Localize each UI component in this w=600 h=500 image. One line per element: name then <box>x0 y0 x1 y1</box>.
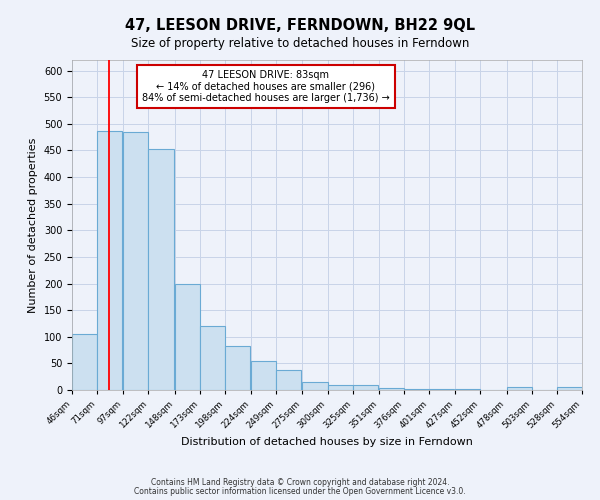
Bar <box>97 131 122 390</box>
Bar <box>328 384 353 390</box>
Bar <box>200 326 225 390</box>
Bar <box>379 388 404 390</box>
Y-axis label: Number of detached properties: Number of detached properties <box>28 138 38 312</box>
Bar <box>557 387 582 390</box>
Text: 47 LEESON DRIVE: 83sqm
← 14% of detached houses are smaller (296)
84% of semi-de: 47 LEESON DRIVE: 83sqm ← 14% of detached… <box>142 70 389 103</box>
Bar <box>148 150 173 390</box>
Bar <box>124 132 148 390</box>
Text: Size of property relative to detached houses in Ferndown: Size of property relative to detached ho… <box>131 38 469 51</box>
Text: 47, LEESON DRIVE, FERNDOWN, BH22 9QL: 47, LEESON DRIVE, FERNDOWN, BH22 9QL <box>125 18 475 32</box>
Text: Contains HM Land Registry data © Crown copyright and database right 2024.: Contains HM Land Registry data © Crown c… <box>151 478 449 487</box>
Text: Contains public sector information licensed under the Open Government Licence v3: Contains public sector information licen… <box>134 487 466 496</box>
Bar <box>276 370 301 390</box>
Bar <box>225 346 250 390</box>
Bar <box>175 284 200 390</box>
Bar <box>72 334 97 390</box>
Bar <box>302 382 328 390</box>
Bar <box>251 360 276 390</box>
Bar <box>506 388 532 390</box>
X-axis label: Distribution of detached houses by size in Ferndown: Distribution of detached houses by size … <box>181 437 473 447</box>
Bar <box>353 385 378 390</box>
